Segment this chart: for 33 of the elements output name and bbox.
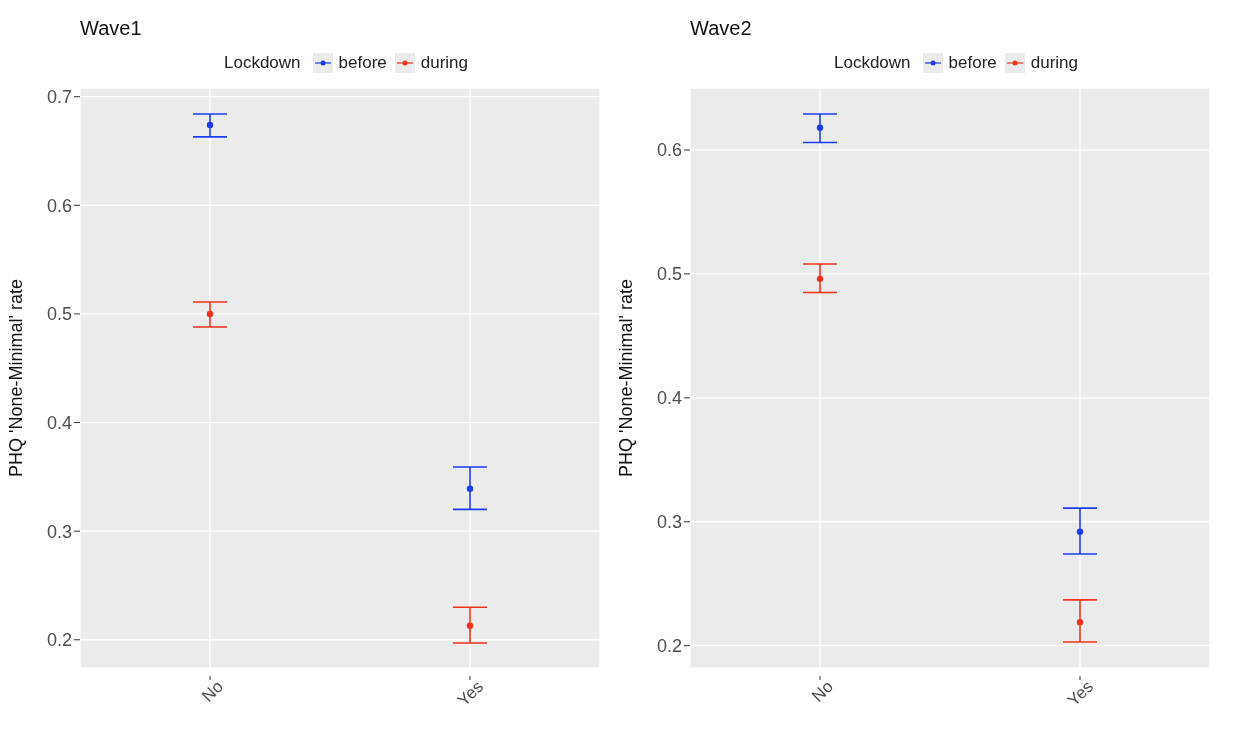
point bbox=[466, 485, 474, 492]
legend-label: before bbox=[948, 53, 997, 73]
x-tick-label: Yes bbox=[453, 677, 487, 711]
legend-title: Lockdown bbox=[223, 53, 301, 73]
point bbox=[816, 275, 824, 283]
y-tick-label: 0.6 bbox=[656, 140, 682, 161]
x-tick-label: No bbox=[198, 677, 227, 706]
y-tick-label: 0.7 bbox=[46, 87, 72, 108]
y-tick-label: 0.4 bbox=[656, 388, 682, 409]
y-tick-label: 0.6 bbox=[46, 195, 72, 216]
y-tick-label: 0.3 bbox=[656, 512, 682, 533]
point bbox=[466, 622, 474, 629]
y-axis-title: PHQ 'None-Minimal' rate bbox=[6, 279, 27, 477]
y-tick-label: 0.3 bbox=[46, 521, 72, 542]
y-tick-label: 0.2 bbox=[656, 636, 682, 657]
legend-label: during bbox=[1030, 53, 1079, 73]
legend-title: Lockdown bbox=[833, 53, 911, 73]
point bbox=[1076, 528, 1084, 535]
point bbox=[816, 124, 824, 131]
point bbox=[206, 310, 214, 318]
point bbox=[1076, 618, 1084, 626]
x-tick-label: No bbox=[808, 677, 837, 706]
y-tick-label: 0.2 bbox=[46, 630, 72, 651]
legend-label: during bbox=[420, 53, 469, 73]
point bbox=[206, 121, 214, 129]
y-tick-label: 0.4 bbox=[46, 412, 72, 433]
legend-label: before bbox=[338, 53, 387, 73]
y-axis-title: PHQ 'None-Minimal' rate bbox=[616, 279, 637, 477]
y-tick-label: 0.5 bbox=[46, 304, 72, 325]
y-tick-label: 0.5 bbox=[656, 264, 682, 285]
chart-title: Wave2 bbox=[689, 16, 753, 41]
chart-title: Wave1 bbox=[79, 16, 143, 41]
x-tick-label: Yes bbox=[1063, 677, 1097, 711]
